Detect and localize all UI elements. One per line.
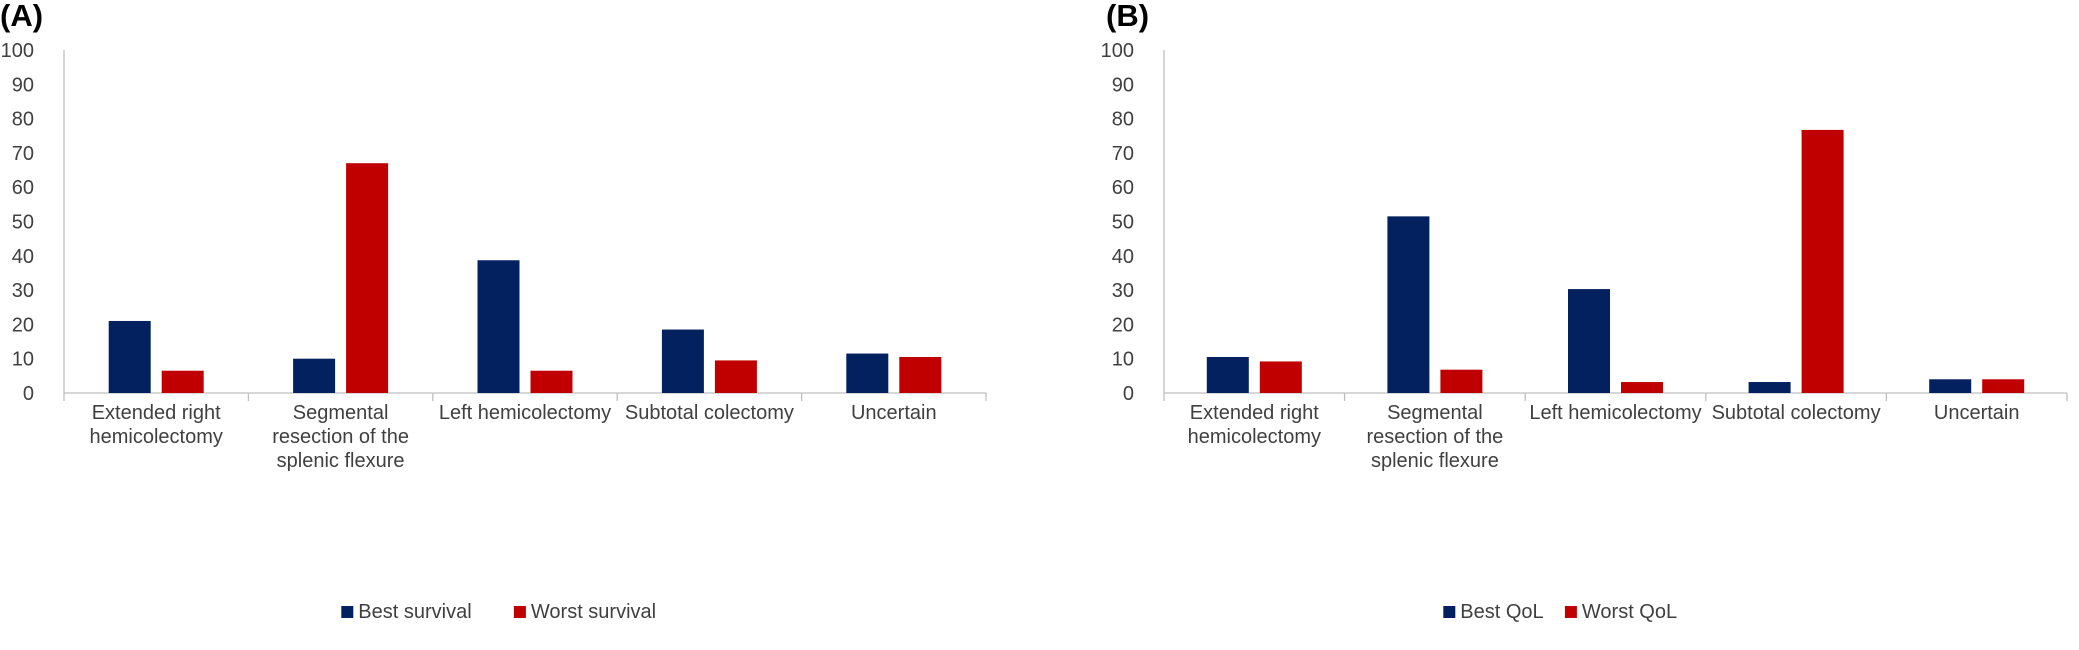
x-category-label: Segmental xyxy=(293,402,389,424)
x-category-label: Extended right xyxy=(92,402,221,424)
x-category-label: Subtotal colectomy xyxy=(625,402,794,424)
x-category-label: Uncertain xyxy=(851,402,937,424)
x-category-label: resection of the xyxy=(1367,426,1504,448)
legend-label: Worst survival xyxy=(531,601,656,623)
bar-worst xyxy=(1621,382,1663,393)
y-tick-label: 40 xyxy=(1112,246,1134,268)
bar-worst xyxy=(1440,369,1483,393)
bar-best xyxy=(108,320,151,393)
x-category-label: Subtotal colectomy xyxy=(1712,402,1881,424)
legend-swatch-best xyxy=(1443,606,1456,618)
y-tick-label: 70 xyxy=(1112,143,1134,165)
legend-label: Best survival xyxy=(358,601,471,623)
y-tick-label: 0 xyxy=(23,383,34,405)
y-tick-label: 50 xyxy=(12,212,34,234)
bar-best xyxy=(293,358,336,393)
panel-label: (B) xyxy=(1106,0,1149,33)
x-category-label: splenic flexure xyxy=(277,450,405,472)
y-tick-label: 80 xyxy=(12,109,34,131)
bar-worst xyxy=(161,370,204,393)
x-category-label: Uncertain xyxy=(1934,402,2020,424)
y-tick-label: 100 xyxy=(1,40,34,62)
bar-best xyxy=(846,353,889,393)
y-tick-label: 20 xyxy=(1112,314,1134,336)
bar-worst xyxy=(1801,129,1844,393)
y-tick-label: 40 xyxy=(12,246,34,268)
x-category-label: hemicolectomy xyxy=(1188,426,1321,448)
y-tick-label: 10 xyxy=(1112,349,1134,371)
y-tick-label: 80 xyxy=(1112,109,1134,131)
bar-worst xyxy=(899,356,942,393)
y-tick-label: 60 xyxy=(12,177,34,199)
x-category-label: Left hemicolectomy xyxy=(1529,402,1701,424)
x-category-label: hemicolectomy xyxy=(90,426,223,448)
legend-swatch-best xyxy=(341,606,354,618)
bar-best xyxy=(1387,216,1430,393)
bar-best xyxy=(661,329,704,393)
legend-label: Best QoL xyxy=(1460,601,1543,623)
bar-worst xyxy=(1982,379,2025,393)
bar-worst xyxy=(1259,361,1302,393)
bar-worst xyxy=(530,370,573,393)
y-tick-label: 30 xyxy=(12,280,34,302)
bar-worst xyxy=(714,360,757,393)
legend-swatch-worst xyxy=(1564,606,1577,618)
x-category-label: Left hemicolectomy xyxy=(439,402,611,424)
y-tick-label: 90 xyxy=(12,74,34,96)
y-tick-label: 30 xyxy=(1112,280,1134,302)
y-tick-label: 20 xyxy=(12,314,34,336)
y-tick-label: 0 xyxy=(1123,383,1134,405)
y-tick-label: 50 xyxy=(1112,212,1134,234)
bar-best xyxy=(477,260,520,393)
y-tick-label: 70 xyxy=(12,143,34,165)
bar-worst xyxy=(346,163,389,393)
y-tick-label: 10 xyxy=(12,349,34,371)
x-category-label: Segmental xyxy=(1387,402,1483,424)
bar-best xyxy=(1929,379,1972,393)
chart-panel-b: (B) 0 10 20 30 40 50 60 70 80 90 100 Extended righth… xyxy=(1101,0,2068,623)
y-tick-label: 100 xyxy=(1101,40,1134,62)
legend-label: Worst QoL xyxy=(1582,601,1677,623)
y-tick-label: 90 xyxy=(1112,74,1134,96)
x-category-label: resection of the xyxy=(272,426,409,448)
chart-panel-a: (A) 0 10 20 30 40 50 60 70 80 90 100 Extended righth… xyxy=(0,0,987,623)
x-category-label: Extended right xyxy=(1190,402,1319,424)
x-category-label: splenic flexure xyxy=(1371,450,1499,472)
bar-best xyxy=(1568,289,1610,393)
bar-best xyxy=(1206,356,1249,393)
legend-swatch-worst xyxy=(513,606,526,618)
bar-best xyxy=(1748,382,1791,393)
panel-label: (A) xyxy=(0,0,43,33)
y-tick-label: 60 xyxy=(1112,177,1134,199)
